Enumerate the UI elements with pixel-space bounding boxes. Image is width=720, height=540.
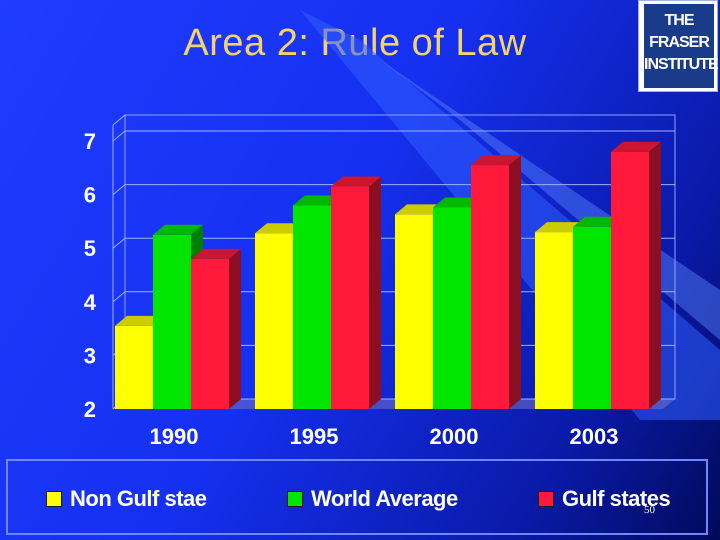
legend-label-gulf-states: Gulf states: [562, 486, 671, 511]
gridline: [112, 184, 675, 195]
y-tick-label: 6: [84, 183, 96, 208]
legend-item-gulf-states: Gulf states: [538, 485, 671, 513]
bar-top: [191, 248, 241, 259]
y-tick-label: 4: [84, 290, 97, 315]
x-tick-label: 2003: [570, 424, 619, 449]
bar-top: [535, 222, 585, 233]
logo-text: THE FRASER INSTITUTE: [644, 4, 719, 88]
y-tick-label: 5: [84, 236, 96, 261]
legend-label-world-average: World Average: [311, 486, 458, 511]
bar-non-gulf: [395, 214, 433, 409]
gridline: [112, 130, 675, 142]
bar-top: [395, 204, 445, 215]
bar-gulf-states: [471, 165, 509, 409]
bar-gulf-states: [611, 151, 649, 409]
bar-non-gulf: [255, 233, 293, 409]
bar-world-average: [293, 205, 331, 409]
chart-legend: Non Gulf stae World Average Gulf states: [6, 459, 708, 535]
legend-swatch-world-average: [287, 491, 303, 507]
legend-item-world-average: World Average: [287, 485, 458, 513]
chart-floor: [113, 399, 675, 409]
y-tick-label: 2: [84, 397, 96, 422]
bar-top: [573, 216, 623, 227]
bar-gulf-states: [331, 186, 369, 409]
logo-line-2: INSTITUTE: [644, 56, 719, 73]
logo-line-1: THE FRASER: [649, 12, 710, 51]
x-tick-label: 2000: [430, 424, 479, 449]
bar-world-average: [573, 226, 611, 409]
chart-area: 2 3 4 5 6 7 1990 1995 2000 2003: [84, 114, 676, 449]
bar-world-average: [433, 207, 471, 409]
bar-side: [229, 248, 241, 409]
legend-item-non-gulf: Non Gulf stae: [46, 485, 207, 513]
legend-swatch-gulf-states: [538, 491, 554, 507]
bar-top: [611, 141, 661, 152]
bar-side: [649, 141, 661, 409]
bar-side: [369, 176, 381, 409]
y-axis-top: [112, 114, 126, 126]
bar-top: [433, 197, 483, 208]
x-tick-label: 1995: [290, 424, 339, 449]
bar-top: [153, 224, 203, 235]
bar-gulf-states: [191, 258, 229, 409]
y-tick-label: 7: [84, 129, 96, 154]
bar-world-average: [153, 234, 191, 409]
bar-side: [509, 155, 521, 409]
page-number: 50: [644, 504, 655, 516]
legend-swatch-non-gulf: [46, 491, 62, 507]
bar-top: [255, 223, 305, 234]
bar-top: [115, 315, 165, 326]
bar-top: [293, 195, 343, 206]
bar-non-gulf: [115, 325, 153, 409]
bar-top: [331, 176, 381, 187]
legend-label-non-gulf: Non Gulf stae: [70, 486, 207, 511]
x-tick-label: 1990: [150, 424, 199, 449]
y-tick-label: 3: [84, 343, 96, 368]
bar-top: [471, 155, 521, 166]
fraser-institute-logo: THE FRASER INSTITUTE: [638, 0, 719, 92]
bar-non-gulf: [535, 232, 573, 409]
